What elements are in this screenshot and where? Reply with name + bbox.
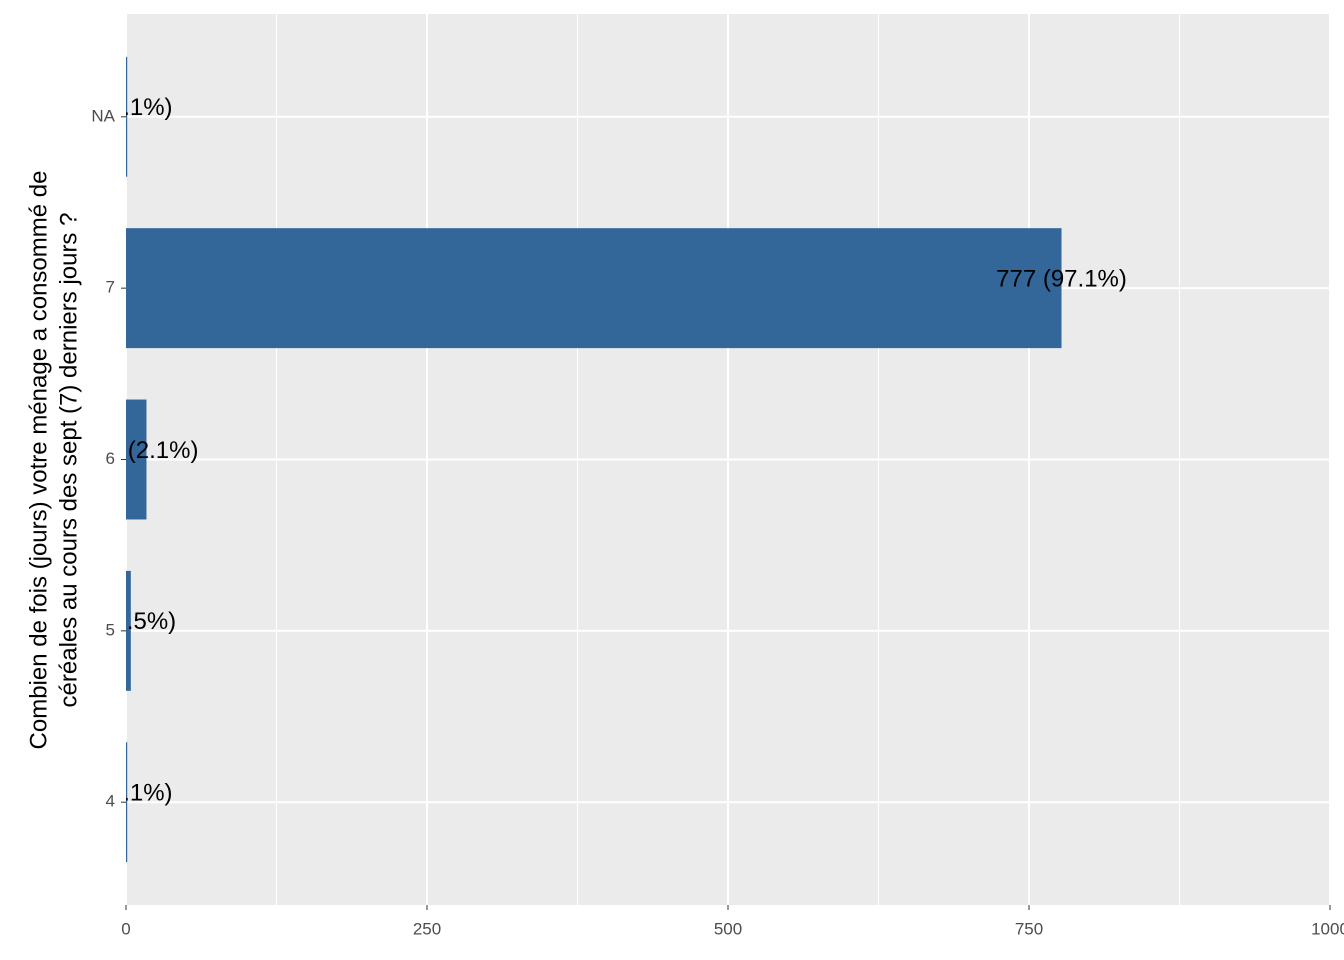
value-label: 1 (0.1%) [82, 94, 173, 121]
bar [126, 228, 1062, 349]
value-label: 17 (2.1%) [94, 437, 198, 464]
x-tick-label: 750 [1015, 919, 1043, 938]
y-tick-label: 7 [106, 278, 115, 297]
y-axis-title: Combien de fois (jours) votre ménage a c… [25, 171, 82, 750]
bar [126, 56, 128, 177]
value-label: 777 (97.1%) [996, 265, 1127, 292]
bars: 1 (0.1%) 4 (0.5%) 17 (2.1%) 777 (97.1%) 1 (0… [82, 56, 1127, 863]
y-axis-title-line: Combien de fois (jours) votre ménage a c… [25, 171, 52, 750]
value-label: 4 (0.5%) [85, 608, 176, 635]
bar [126, 399, 147, 520]
x-tick-label: 1000 [1311, 919, 1344, 938]
y-tick-label: 6 [106, 449, 115, 468]
y-tick-label: 5 [106, 620, 115, 639]
y-tick-label: 4 [106, 792, 115, 811]
x-tick-label: 0 [121, 919, 130, 938]
bar [126, 742, 128, 863]
bar [126, 570, 131, 691]
y-tick-label: NA [91, 106, 115, 125]
x-tick-label: 250 [413, 919, 441, 938]
y-axis-title-line: céréales au cours des sept (7) derniers … [55, 213, 82, 708]
x-tick-label: 500 [714, 919, 742, 938]
value-label: 1 (0.1%) [82, 780, 173, 807]
